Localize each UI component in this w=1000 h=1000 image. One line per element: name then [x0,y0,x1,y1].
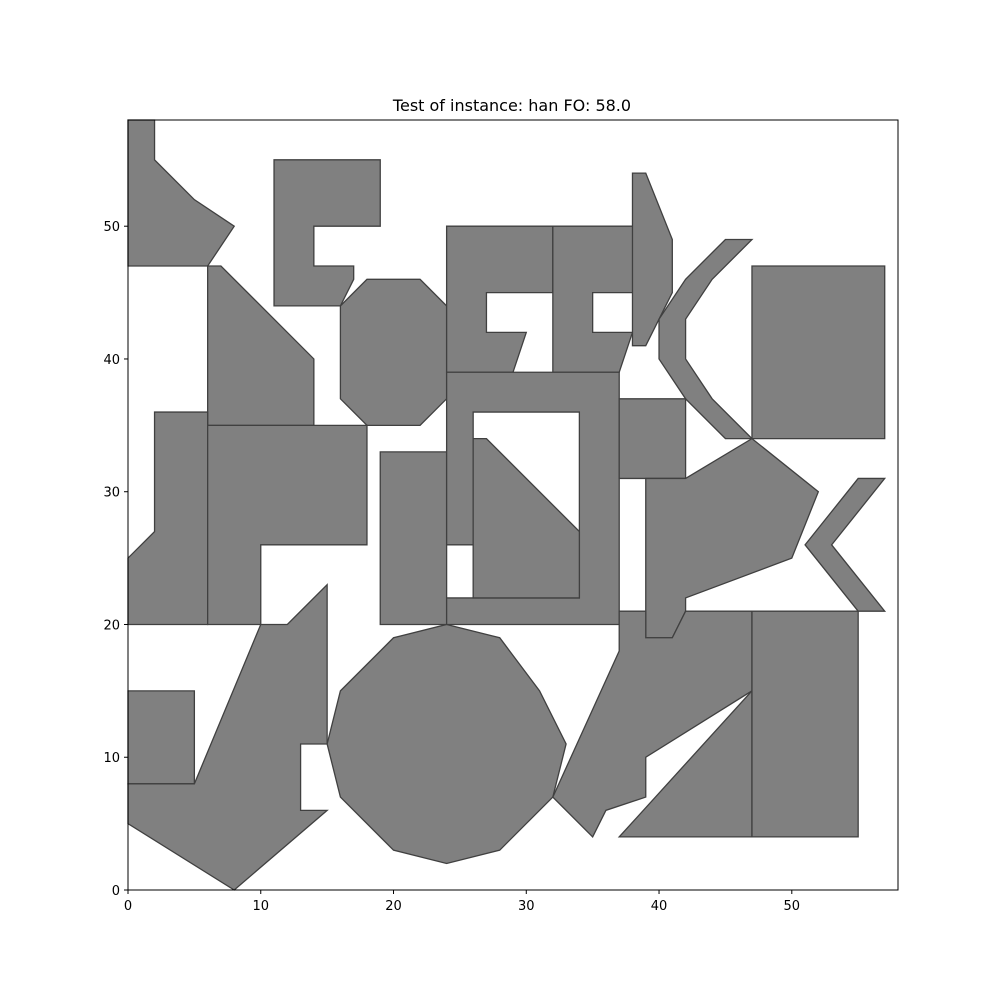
x-tick-label: 50 [784,899,801,914]
piece-polygon-9 [751,265,886,440]
piece-polygon-20 [326,623,567,865]
piece-polygon-5 [445,225,554,373]
piece-polygon-10 [127,411,209,626]
piece-polygon-19 [127,583,329,891]
x-tick-label: 30 [518,899,535,914]
piece-polygon-12 [379,451,448,626]
x-axis: 0 10 20 30 40 50 [124,890,800,914]
chart-title: Test of instance: han FO: 58.0 [392,96,631,115]
piece-polygon-18 [127,690,196,785]
piece-polygon-2 [273,159,381,307]
y-tick-label: 30 [103,486,120,501]
plot-frame [127,119,899,891]
y-tick-label: 20 [103,618,120,633]
piece-polygon-17 [804,477,887,612]
x-tick-label: 40 [651,899,668,914]
y-tick-label: 10 [103,751,120,766]
piece-polygon-4 [339,278,448,426]
x-tick-label: 10 [252,899,269,914]
piece-polygon-23 [751,610,859,838]
polygon-layer [127,119,887,891]
piece-polygon-14 [472,437,581,599]
x-tick-label: 0 [124,899,132,914]
y-tick-label: 40 [103,353,120,368]
y-tick-label: 50 [103,220,120,235]
piece-polygon-3 [207,265,315,426]
piece-polygon-21 [552,610,753,838]
x-tick-label: 20 [385,899,402,914]
y-axis: 0 10 20 30 40 50 [103,220,128,899]
piece-polygon-11 [207,424,368,626]
piece-polygon-7 [631,172,673,347]
piece-polygon-1 [127,119,236,267]
piece-polygon-15 [618,398,687,480]
y-tick-label: 0 [112,884,120,899]
